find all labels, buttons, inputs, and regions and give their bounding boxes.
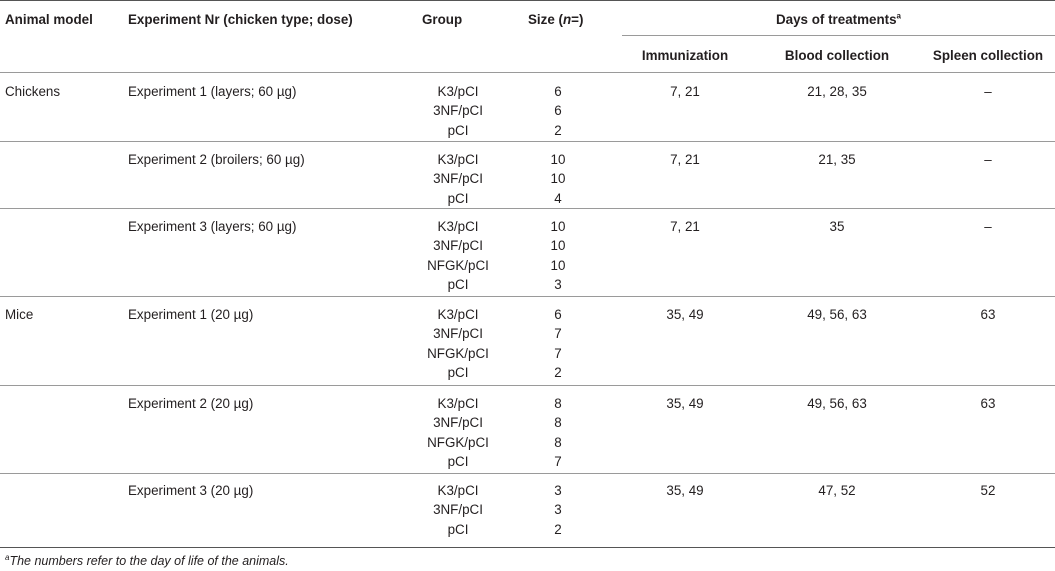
group-size: 2 [554,365,562,381]
experiment-cell: Experiment 3 (20 µg) [128,483,254,498]
immunization-days-cell: 35, 49 [666,307,704,322]
group-name: K3/pCI [437,396,479,411]
group-size: 10 [550,238,566,254]
spleen-collection-days-cell: 52 [980,483,996,498]
immunization-days-cell: 7, 21 [670,84,700,99]
blood-collection-days-cell: 49, 56, 63 [807,396,867,411]
spleen-collection-days-cell: 63 [980,396,996,411]
table-footnote: aThe numbers refer to the day of life of… [5,552,289,568]
group-size: 6 [554,103,562,119]
row-separator [0,473,1055,474]
blood-collection-days-cell: 49, 56, 63 [807,307,867,322]
header-immunization: Immunization [641,48,729,63]
group-name: pCI [447,521,469,537]
group-name: 3NF/pCI [433,238,483,254]
size-cell: 10 10 4 [508,150,608,208]
group-cell: K3/pCI 3NF/pCI pCI [358,481,558,539]
group-size: 3 [554,277,562,293]
group-cell: K3/pCI 3NF/pCI NFGK/pCI pCI [358,217,558,295]
size-cell: 6 7 7 2 [508,305,608,383]
group-size: 7 [554,345,562,361]
header-spleen-collection: Spleen collection [932,48,1044,63]
experiment-cell: Experiment 1 (20 µg) [128,307,254,322]
group-size: 3 [554,502,562,518]
experiment-cell: Experiment 3 (layers; 60 µg) [128,219,297,234]
group-name: 3NF/pCI [433,103,483,119]
immunization-days-cell: 35, 49 [666,483,704,498]
header-group: Group [422,12,463,27]
row-separator [0,385,1055,386]
group-name: 3NF/pCI [433,171,483,187]
group-size: 6 [554,307,562,322]
row-separator [0,296,1055,297]
group-name: pCI [447,454,469,470]
group-name: NFGK/pCI [427,434,489,450]
group-size: 10 [550,257,566,273]
blood-collection-days-cell: 21, 28, 35 [807,84,867,99]
animal-model-cell: Chickens [5,84,61,99]
group-size: 8 [554,434,562,450]
immunization-days-cell: 7, 21 [670,219,700,234]
header-animal-model: Animal model [5,12,93,27]
group-cell: K3/pCI 3NF/pCI pCI [358,82,558,140]
header-bottom-rule [0,72,1055,73]
group-name: K3/pCI [437,483,479,498]
row-separator [0,208,1055,209]
group-size: 8 [554,415,562,431]
spleen-collection-days-cell: – [984,219,992,234]
group-name: 3NF/pCI [433,502,483,518]
header-size: Size (n=) [528,12,584,27]
group-cell: K3/pCI 3NF/pCI NFGK/pCI pCI [358,394,558,472]
group-size: 6 [554,84,562,99]
group-size: 7 [554,326,562,342]
group-cell: K3/pCI 3NF/pCI NFGK/pCI pCI [358,305,558,383]
group-name: pCI [447,365,469,381]
group-name: pCI [447,277,469,293]
group-size: 10 [550,219,566,234]
group-name: K3/pCI [437,219,479,234]
group-name: K3/pCI [437,307,479,322]
group-size: 10 [550,152,566,167]
experiment-cell: Experiment 2 (broilers; 60 µg) [128,152,305,167]
group-size: 10 [550,171,566,187]
experiment-cell: Experiment 2 (20 µg) [128,396,254,411]
days-subheader-rule [622,35,1055,36]
group-size: 2 [554,521,562,537]
table-bottom-rule [0,547,1055,548]
blood-collection-days-cell: 21, 35 [818,152,856,167]
blood-collection-days-cell: 47, 52 [818,483,856,498]
size-cell: 3 3 2 [508,481,608,539]
animal-model-cell: Mice [5,307,34,322]
group-cell: K3/pCI 3NF/pCI pCI [358,150,558,208]
group-name: K3/pCI [437,84,479,99]
group-name: NFGK/pCI [427,345,489,361]
group-size: 2 [554,122,562,138]
experiment-cell: Experiment 1 (layers; 60 µg) [128,84,297,99]
immunization-days-cell: 35, 49 [666,396,704,411]
size-cell: 10 10 10 3 [508,217,608,295]
group-name: 3NF/pCI [433,326,483,342]
group-size: 4 [554,190,562,206]
header-blood-collection: Blood collection [784,48,890,63]
spleen-collection-days-cell: – [984,152,992,167]
group-name: NFGK/pCI [427,257,489,273]
blood-collection-days-cell: 35 [829,219,845,234]
group-name: pCI [447,190,469,206]
row-separator [0,141,1055,142]
group-name: pCI [447,122,469,138]
group-name: 3NF/pCI [433,415,483,431]
spleen-collection-days-cell: – [984,84,992,99]
header-experiment: Experiment Nr (chicken type; dose) [128,12,353,27]
group-name: K3/pCI [437,152,479,167]
group-size: 3 [554,483,562,498]
immunization-days-cell: 7, 21 [670,152,700,167]
group-size: 7 [554,454,562,470]
size-cell: 8 8 8 7 [508,394,608,472]
table-top-rule [0,0,1055,1]
size-cell: 6 6 2 [508,82,608,140]
header-days-of-treatments: Days of treatmentsa [775,11,901,27]
group-size: 8 [554,396,562,411]
spleen-collection-days-cell: 63 [980,307,996,322]
